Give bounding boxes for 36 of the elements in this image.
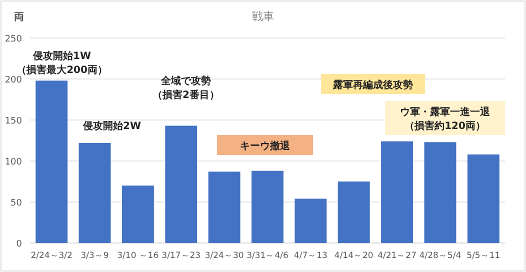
y-tick-label: 150 (4, 116, 22, 126)
x-tick-label: 3/3～9 (80, 251, 109, 261)
bar (208, 172, 240, 243)
y-axis-title: 両 (14, 12, 24, 23)
x-tick-label: 4/28～5/4 (419, 251, 462, 261)
chart-title: 戦車 (252, 10, 274, 23)
y-tick-label: 200 (4, 76, 22, 86)
x-tick-label: 4/7～13 (294, 251, 328, 261)
y-tick-label: 100 (4, 158, 22, 168)
annotation: 露軍再編成後攻勢 (332, 79, 413, 91)
bar (165, 126, 198, 243)
bar (424, 142, 456, 243)
bar (294, 198, 327, 243)
annotation: 全域で攻勢（損害2番目） (152, 75, 220, 101)
bar (36, 80, 68, 243)
bar (338, 182, 370, 243)
bar (252, 170, 284, 243)
x-tick-label: 5/5～11 (466, 251, 500, 261)
x-tick-label: 4/21～27 (378, 251, 416, 261)
bar (467, 154, 500, 243)
bar (78, 142, 111, 243)
bar (122, 186, 154, 243)
x-tick-label: 3/10 ～16 (117, 251, 159, 261)
x-tick-label: 3/24～30 (204, 251, 244, 261)
y-tick-label: 250 (4, 34, 22, 44)
annotation: 侵攻開始2W (82, 120, 141, 132)
x-tick-label: 3/17～23 (162, 251, 201, 261)
y-tick-label: 0 (16, 240, 22, 250)
annotation: ウ軍・露軍一進一退（損害約120両） (400, 106, 491, 132)
x-tick-label: 4/14～20 (334, 251, 374, 261)
annotation: 侵攻開始1W（損害最大200両） (16, 50, 108, 76)
bar (381, 141, 414, 243)
y-tick-label: 50 (10, 198, 22, 208)
x-tick-label: 2/24～3/2 (30, 251, 72, 261)
annotation: キーウ撤退 (240, 140, 291, 152)
x-tick-label: 3/31～4/6 (246, 251, 288, 261)
